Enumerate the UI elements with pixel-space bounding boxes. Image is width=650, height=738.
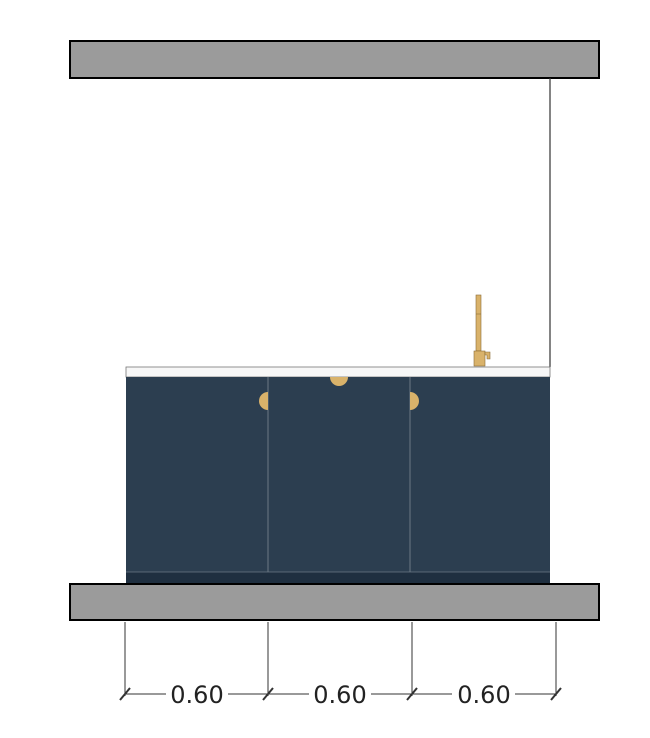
handle-middle — [330, 377, 348, 386]
handle-left — [259, 392, 268, 410]
ceiling-slab — [69, 40, 600, 79]
countertop — [125, 366, 551, 378]
floor-slab — [69, 583, 600, 621]
cabinet-plinth — [126, 572, 550, 583]
dimension-label-1: 0.60 — [170, 681, 223, 709]
faucet-icon — [473, 294, 491, 367]
handle-right — [410, 392, 419, 410]
dimension-label-2: 0.60 — [313, 681, 366, 709]
cabinet-body — [126, 377, 550, 583]
dimension-label-3: 0.60 — [457, 681, 510, 709]
dimension-chain — [119, 622, 562, 701]
